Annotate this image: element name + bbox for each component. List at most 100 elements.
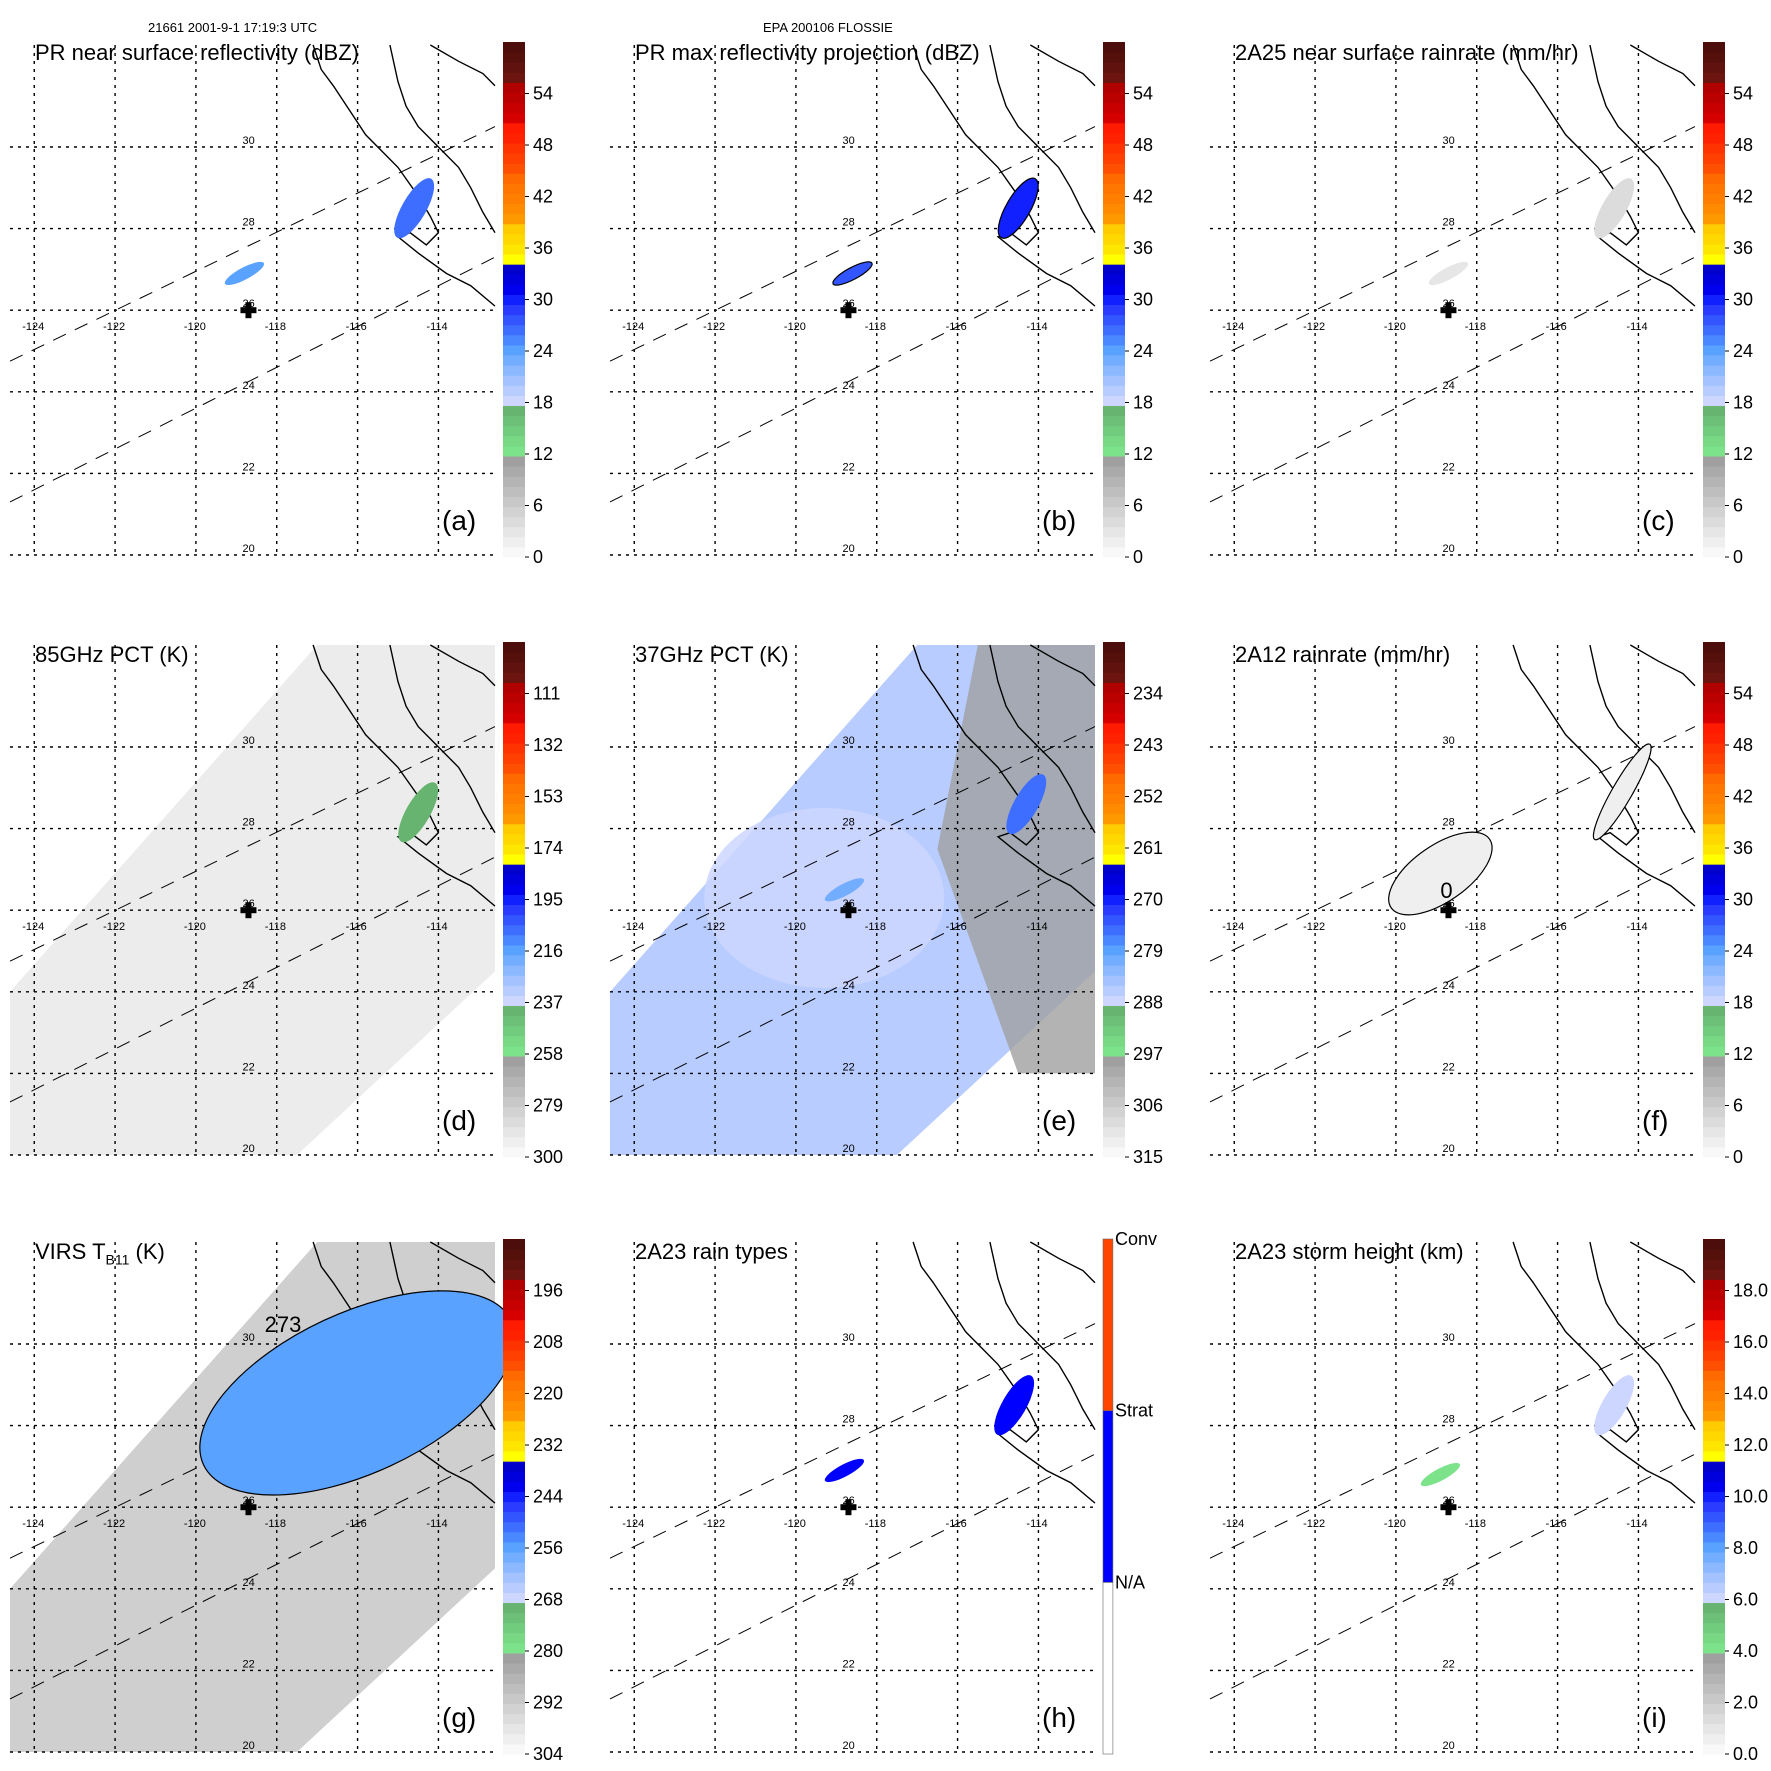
lon-tick-label: -122 [103,1518,125,1530]
colorbar-tick-label: 54 [1733,84,1753,104]
data-feature [824,878,865,902]
lon-tick-label: -124 [1222,921,1244,933]
colorbar-segment [1103,365,1125,376]
storm-center-icon [240,302,257,319]
colorbar-segment [503,193,525,205]
data-feature [1592,743,1652,841]
colorbar-segment [503,965,525,976]
coastline [1589,1241,1696,1431]
colorbar-segment [1703,1733,1725,1745]
colorbar-segment [1703,72,1725,83]
colorbar-segment [1103,783,1125,794]
colorbar-tick-label: Conv [1115,1229,1157,1249]
colorbar: 304 292 280 268 256 244 232 220 208 196 [503,1239,563,1764]
colorbar-tick-label: 4.0 [1733,1641,1758,1661]
colorbar-segment [503,934,525,946]
cold-region [704,807,945,988]
colorbar-segment [1703,1289,1725,1301]
colorbar-segment [503,516,525,528]
colorbar-tick-label: 36 [533,238,553,258]
colorbar-segment [1703,496,1725,508]
colorbar: 315 306 297 288 279 270 261 252 243 234 [1103,642,1163,1167]
map-svg-a: 202224262830-124-122-120-118-116-1140612… [9,42,553,567]
lon-tick-label: -114 [1026,1518,1047,1530]
colorbar-segment [503,72,525,83]
colorbar-segment [1703,516,1725,528]
map-panel-e: 202224262830-124-122-120-118-116-1143153… [609,600,1200,1170]
coastline [1589,644,1696,834]
lon-tick-label: -124 [622,321,644,333]
panel-label: (i) [1642,1702,1667,1733]
colorbar-segment [1103,223,1125,235]
colorbar-segment [1103,1056,1125,1067]
colorbar-segment [1103,662,1125,673]
colorbar-segment [503,445,525,457]
colorbar-segment [1703,1430,1725,1442]
colorbar-segment [1703,486,1725,497]
colorbar-segment [1103,274,1125,285]
colorbar-segment [1703,944,1725,956]
colorbar-segment [503,1239,525,1250]
coastline [989,644,1096,834]
colorbar-segment [503,1146,525,1158]
panel-title-text: 2A12 rainrate (mm/hr) [1235,642,1451,667]
colorbar-segment [1703,1259,1725,1270]
colorbar-segment [1703,385,1725,396]
coastline [389,44,496,234]
colorbar-tick-label: 153 [533,787,563,807]
colorbar-segment [503,1673,525,1684]
colorbar-segment [503,1370,525,1381]
lat-tick-label: 22 [242,1658,254,1670]
colorbar-segment [1703,692,1725,704]
coastline [429,44,496,87]
pr-swath-edge [609,726,1096,962]
colorbar-segment [1703,1360,1725,1371]
colorbar-segment [503,1491,525,1503]
colorbar-segment [1703,173,1725,184]
lon-tick-label: -114 [1626,1518,1647,1530]
colorbar-segment [503,702,525,714]
colorbar: 0 6 12 18 24 30 36 42 48 54 [503,42,553,567]
colorbar-segment [1703,773,1725,784]
lon-tick-label: -114 [426,321,447,333]
map-svg-c: 202224262830-124-122-120-118-116-1140612… [1209,42,1753,567]
colorbar-segment [1103,72,1125,83]
colorbar-segment [1103,904,1125,916]
colorbar-segment [1703,1339,1725,1351]
panel-label: (b) [1042,505,1077,536]
lon-tick-label: -118 [865,321,886,333]
colorbar-segment [503,274,525,285]
lat-tick-label: 24 [842,980,854,992]
colorbar-segment [503,526,525,538]
lat-tick-label: 28 [842,217,854,229]
data-feature [1006,774,1047,835]
map-panel-d: 202224262830-124-122-120-118-116-1143002… [9,600,600,1170]
colorbar-tick-label: 48 [1733,135,1753,155]
colorbar-tick-label: 12 [1733,1044,1753,1064]
colorbar-segment [1103,965,1125,976]
colorbar-tick-label: 6 [1733,1096,1743,1116]
colorbar-segment [503,536,525,548]
colorbar-segment [503,203,525,215]
colorbar-segment [1703,314,1725,326]
storm-center-icon [1440,1499,1457,1516]
colorbar-segment [1103,254,1125,265]
colorbar-segment [1103,1126,1125,1138]
swath-fill [10,645,495,1155]
colorbar-segment [1703,445,1725,457]
colorbar-tick-label: 237 [533,993,563,1013]
storm-center-icon [240,1499,257,1516]
colorbar-segment [1103,516,1125,528]
colorbar-segment [503,466,525,477]
colorbar-segment [1703,132,1725,144]
colorbar-segment [503,1116,525,1128]
data-feature [1420,1462,1461,1487]
colorbar-tick-label: 12 [1133,444,1153,464]
colorbar-segment [1703,894,1725,906]
colorbar-segment [503,42,525,53]
colorbar-segment [1703,1086,1725,1097]
coastline [1589,44,1696,234]
map-panel-f: 202224262830-124-122-120-118-116-1140061… [1209,600,1771,1170]
colorbar-segment [503,546,525,558]
colorbar-segment [503,1582,525,1593]
